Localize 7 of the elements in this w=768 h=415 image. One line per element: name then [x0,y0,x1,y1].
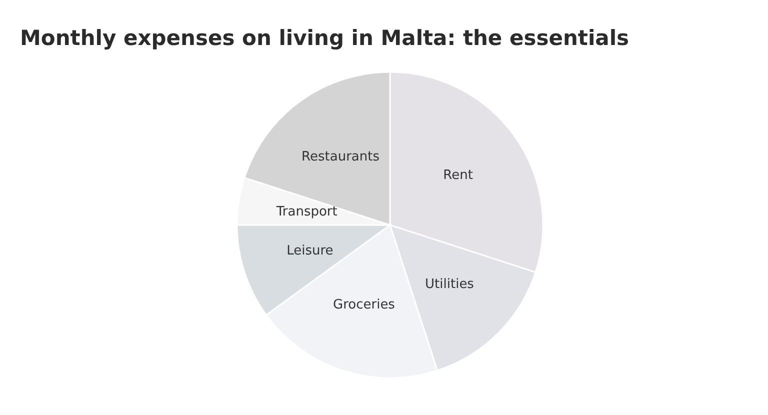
chart-title: Monthly expenses on living in Malta: the essentials [20,26,630,50]
slice-label: Rent [443,168,473,184]
slice-label: Groceries [333,298,396,313]
slice-label: Restaurants [302,149,380,164]
slice-label: Leisure [286,244,334,259]
slice-label: Transport [275,204,338,220]
slice-label: Utilities [425,277,474,292]
